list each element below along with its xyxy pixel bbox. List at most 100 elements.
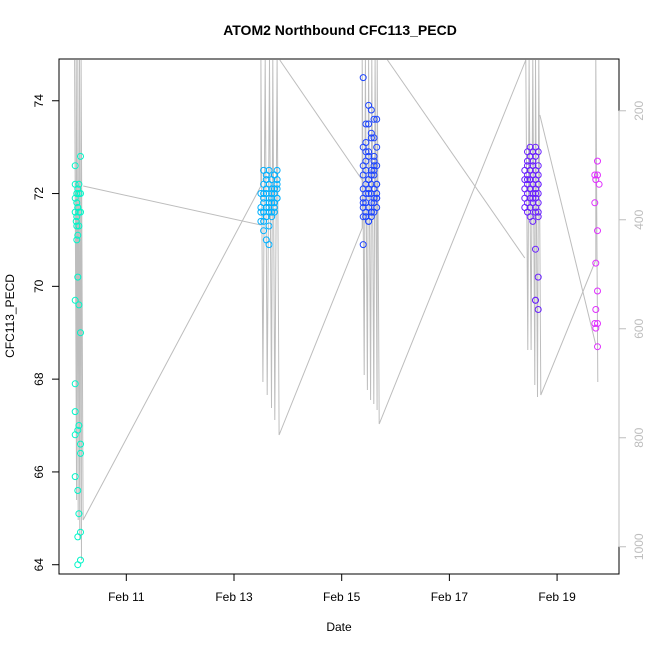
data-point bbox=[71, 162, 79, 170]
data-point bbox=[75, 222, 83, 230]
data-point bbox=[534, 208, 542, 216]
data-point bbox=[75, 510, 83, 518]
right-tick-label: 1000 bbox=[632, 533, 646, 560]
data-point bbox=[592, 324, 600, 332]
data-point bbox=[270, 199, 278, 207]
y-tick-label: 74 bbox=[32, 94, 46, 108]
x-tick-label: Feb 13 bbox=[215, 590, 253, 604]
data-point bbox=[594, 320, 601, 327]
data-point bbox=[71, 380, 79, 388]
altitude-trace-transit bbox=[83, 185, 262, 226]
data-point bbox=[367, 134, 375, 142]
y-axis-label: CFC113_PECD bbox=[3, 274, 17, 358]
y-tick-label: 72 bbox=[32, 187, 46, 201]
data-point bbox=[591, 171, 599, 179]
data-point bbox=[359, 241, 367, 249]
data-point bbox=[534, 180, 542, 188]
data-point bbox=[370, 171, 378, 179]
right-tick-label: 400 bbox=[632, 209, 646, 229]
data-point bbox=[74, 561, 82, 569]
altitude-trace-transit bbox=[387, 59, 526, 259]
data-point bbox=[74, 231, 82, 239]
x-axis: Feb 11 Feb 13 Feb 15 Feb 17 Feb 19 bbox=[108, 573, 576, 604]
data-point bbox=[365, 217, 373, 225]
data-point bbox=[74, 204, 82, 211]
data-point bbox=[270, 208, 278, 216]
data-point bbox=[73, 190, 81, 197]
data-point bbox=[77, 152, 84, 160]
data-point bbox=[365, 120, 373, 128]
data-point bbox=[260, 227, 268, 235]
data-point bbox=[592, 306, 600, 313]
data-point bbox=[367, 106, 375, 114]
data-point bbox=[592, 176, 600, 184]
data-point bbox=[71, 431, 79, 439]
data-point bbox=[359, 74, 367, 82]
data-point bbox=[273, 185, 281, 193]
data-point bbox=[591, 199, 599, 207]
data-point bbox=[74, 487, 82, 494]
data-point bbox=[534, 306, 542, 313]
data-point bbox=[532, 245, 539, 253]
data-point bbox=[262, 176, 270, 184]
data-point bbox=[362, 166, 370, 174]
data-point bbox=[71, 408, 79, 416]
data-point bbox=[367, 208, 375, 216]
data-point bbox=[534, 213, 542, 221]
x-tick-label: Feb 17 bbox=[431, 590, 469, 604]
data-point bbox=[257, 217, 265, 225]
data-point bbox=[370, 166, 378, 174]
data-point bbox=[594, 157, 601, 165]
data-point bbox=[370, 134, 378, 142]
altitude-trace-profiles bbox=[74, 59, 599, 561]
x-tick-label: Feb 19 bbox=[538, 590, 576, 604]
data-point bbox=[268, 208, 276, 216]
data-point bbox=[370, 115, 378, 123]
data-point bbox=[262, 213, 270, 221]
data-point bbox=[524, 176, 531, 184]
data-point bbox=[75, 301, 83, 309]
data-point bbox=[365, 148, 373, 156]
data-point bbox=[370, 152, 378, 160]
data-point bbox=[373, 190, 381, 197]
data-point bbox=[532, 190, 539, 197]
y-tick-label: 70 bbox=[32, 279, 46, 293]
data-point bbox=[71, 296, 79, 304]
data-point bbox=[73, 236, 81, 244]
altitude-trace-transit bbox=[539, 114, 597, 346]
data-point bbox=[534, 273, 542, 281]
data-point bbox=[362, 148, 370, 156]
data-point bbox=[365, 190, 373, 197]
altitude-traces bbox=[74, 59, 599, 561]
data-point bbox=[71, 194, 79, 202]
data-point bbox=[265, 194, 273, 202]
data-point bbox=[71, 473, 79, 481]
data-point bbox=[265, 241, 273, 249]
chart-title: ATOM2 Northbound CFC113_PECD bbox=[223, 22, 457, 38]
data-point bbox=[594, 343, 601, 351]
data-point bbox=[77, 440, 84, 448]
data-point bbox=[532, 152, 539, 160]
data-point bbox=[591, 320, 599, 327]
data-point bbox=[75, 180, 83, 188]
altitude-trace-transit bbox=[279, 59, 363, 181]
right-tick-label: 200 bbox=[632, 100, 646, 120]
data-point bbox=[77, 190, 84, 197]
data-point bbox=[73, 213, 81, 221]
data-point bbox=[592, 259, 600, 267]
right-tick-label: 600 bbox=[632, 318, 646, 338]
data-point bbox=[595, 180, 603, 188]
data-point bbox=[268, 185, 276, 193]
x-tick-label: Feb 11 bbox=[108, 590, 145, 604]
data-point bbox=[526, 185, 534, 193]
data-point bbox=[74, 533, 82, 541]
data-point bbox=[262, 204, 270, 211]
data-point bbox=[373, 115, 381, 123]
data-point bbox=[594, 171, 601, 179]
x-axis-label: Date bbox=[326, 620, 352, 634]
right-axis: 200 400 600 800 1000 bbox=[618, 100, 646, 560]
data-point bbox=[77, 449, 84, 457]
data-points bbox=[71, 74, 603, 569]
x-tick-label: Feb 15 bbox=[323, 590, 361, 604]
